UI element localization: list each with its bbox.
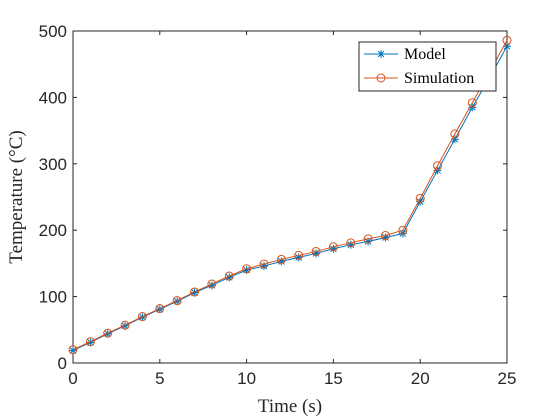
x-tick-label: 0 (68, 369, 77, 388)
data-point-circle (85, 337, 95, 347)
y-tick-label: 400 (39, 88, 67, 107)
y-tick-label: 200 (39, 221, 67, 240)
data-point-circle (294, 250, 304, 260)
data-point-circle (502, 35, 512, 45)
data-point-circle (242, 264, 252, 274)
x-tick-label: 20 (411, 369, 430, 388)
y-axis-label: Temperature (°C) (6, 130, 27, 263)
data-point-circle (467, 98, 477, 108)
data-point-circle (259, 259, 269, 269)
data-point-circle (155, 304, 165, 314)
series-line-model (72, 46, 508, 351)
y-tick-label: 100 (39, 288, 67, 307)
data-point-circle (346, 238, 356, 248)
axis-ticks: 0 5 10 15 20 25 0 100 200 300 400 500 (39, 22, 517, 388)
data-point-circle (103, 328, 113, 338)
legend-label: Model (404, 46, 446, 63)
data-point-circle (376, 73, 386, 83)
data-point-asterisk (190, 288, 199, 297)
x-tick-label: 5 (155, 369, 164, 388)
x-tick-label: 10 (237, 369, 256, 388)
data-point-circle (433, 161, 443, 171)
data-point-circle (398, 225, 408, 235)
data-point-circle (68, 345, 78, 355)
y-tick-label: 300 (39, 155, 67, 174)
legend: Model Simulation (358, 41, 497, 92)
legend-box (358, 41, 497, 92)
series-line-simulation (72, 40, 508, 351)
x-tick-label: 15 (324, 369, 343, 388)
legend-label: Simulation (404, 70, 474, 87)
legend-entry-simulation: Simulation (364, 70, 474, 87)
series-simulation (68, 35, 512, 355)
data-point-circle (415, 193, 425, 203)
data-point-circle (328, 242, 338, 252)
data-point-asterisk (377, 50, 385, 58)
data-point-circle (224, 271, 234, 281)
series-layer (68, 35, 512, 355)
data-point-circle (380, 231, 390, 241)
data-point-circle (207, 279, 217, 289)
data-point-circle (450, 129, 460, 139)
data-point-circle (311, 246, 321, 256)
data-point-circle (190, 287, 200, 297)
legend-entry-model: Model (364, 46, 446, 63)
y-tick-label: 500 (39, 22, 67, 41)
x-tick-label: 25 (498, 369, 517, 388)
data-point-circle (276, 254, 286, 264)
data-point-circle (172, 296, 182, 306)
x-axis-label: Time (s) (258, 396, 322, 417)
data-point-circle (363, 234, 373, 244)
data-point-circle (120, 320, 130, 330)
y-tick-label: 0 (58, 354, 67, 373)
data-point-circle (137, 312, 147, 322)
